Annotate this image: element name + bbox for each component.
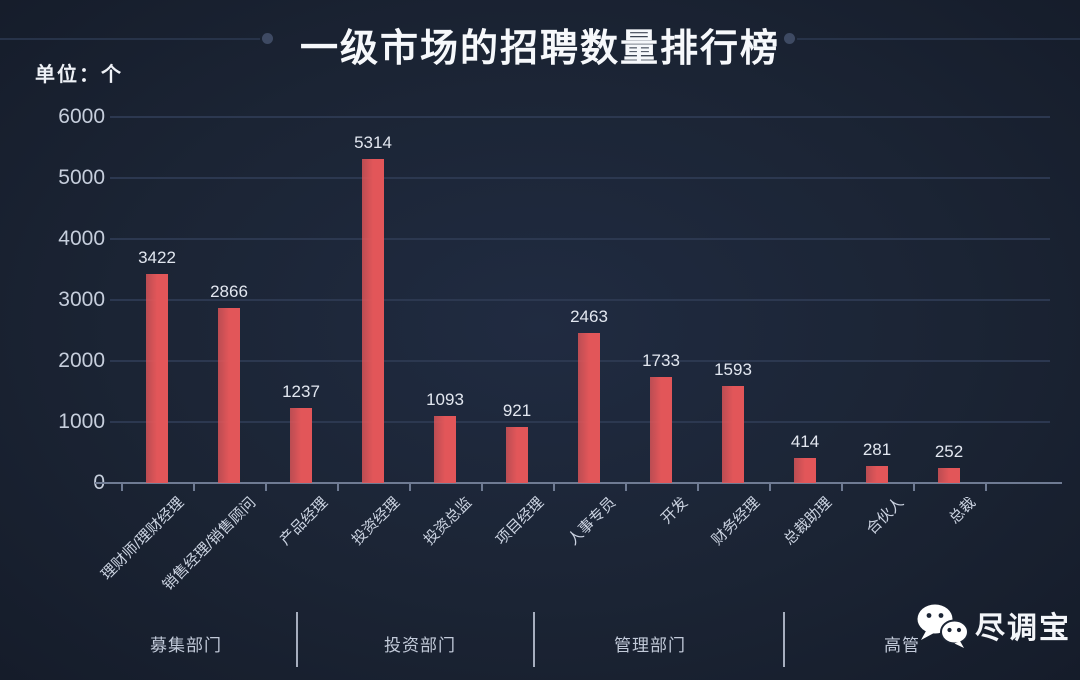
bar bbox=[290, 408, 312, 483]
group-label: 投资部门 bbox=[384, 636, 456, 655]
y-axis-label: 3000 bbox=[58, 288, 105, 311]
gridline bbox=[110, 238, 1050, 240]
bar-value-label: 1593 bbox=[714, 360, 752, 379]
gridline bbox=[110, 116, 1050, 118]
axis-tick bbox=[913, 484, 915, 491]
group-separator bbox=[533, 612, 535, 667]
bar-value-label: 2866 bbox=[210, 282, 248, 301]
bar bbox=[218, 308, 240, 483]
bar-value-label: 281 bbox=[862, 440, 892, 459]
page-title: 一级市场的招聘数量排行榜 bbox=[299, 28, 780, 70]
bar bbox=[434, 416, 456, 483]
group-label: 管理部门 bbox=[614, 636, 686, 655]
title-deco-line-right bbox=[797, 38, 1080, 40]
x-axis-line bbox=[95, 482, 1062, 484]
x-axis-label: 投资经理 bbox=[348, 494, 404, 549]
bar-value-label: 252 bbox=[934, 442, 964, 461]
x-axis-label: 总裁 bbox=[945, 494, 980, 528]
title-deco-line-left bbox=[0, 38, 260, 40]
bar bbox=[938, 468, 960, 483]
bar-value-label: 5314 bbox=[354, 133, 392, 152]
axis-tick bbox=[697, 484, 699, 491]
axis-tick bbox=[121, 484, 123, 491]
bar-value-label: 3422 bbox=[138, 248, 176, 267]
bar-value-label: 414 bbox=[790, 432, 820, 451]
group-separator bbox=[296, 612, 298, 667]
group-label: 高管 bbox=[884, 636, 920, 655]
axis-tick bbox=[985, 484, 987, 491]
axis-tick bbox=[265, 484, 267, 491]
y-axis-label: 5000 bbox=[58, 166, 105, 189]
x-axis-label: 开发 bbox=[657, 494, 692, 528]
bar bbox=[794, 458, 816, 483]
y-axis-label: 2000 bbox=[58, 349, 105, 372]
axis-tick bbox=[769, 484, 771, 491]
bar bbox=[578, 333, 600, 483]
x-axis-label: 产品经理 bbox=[276, 494, 332, 549]
axis-tick bbox=[481, 484, 483, 491]
axis-tick bbox=[193, 484, 195, 491]
gridline bbox=[110, 177, 1050, 179]
y-axis-label: 6000 bbox=[58, 105, 105, 128]
title-deco-dot-left bbox=[262, 33, 273, 44]
x-axis-label: 人事专员 bbox=[564, 494, 620, 549]
bar bbox=[146, 274, 168, 483]
bar-value-label: 921 bbox=[502, 401, 532, 420]
bar-value-label: 1237 bbox=[282, 382, 320, 401]
bar-value-label: 2463 bbox=[570, 307, 608, 326]
x-axis-label: 投资总监 bbox=[420, 494, 476, 549]
axis-tick bbox=[553, 484, 555, 491]
axis-tick bbox=[625, 484, 627, 491]
y-axis-label: 4000 bbox=[58, 227, 105, 250]
wechat-icon bbox=[917, 604, 969, 648]
bar bbox=[506, 427, 528, 483]
axis-tick bbox=[841, 484, 843, 491]
x-axis-label: 合伙人 bbox=[863, 494, 908, 538]
bar-value-label: 1733 bbox=[642, 351, 680, 370]
y-axis-label: 1000 bbox=[58, 410, 105, 433]
bar bbox=[866, 466, 888, 483]
x-axis-label: 总裁助理 bbox=[780, 494, 836, 549]
title-deco-dot-right bbox=[784, 33, 795, 44]
bar bbox=[362, 159, 384, 483]
gridline bbox=[110, 299, 1050, 301]
brand-logo: 尽调宝 bbox=[915, 602, 1071, 648]
group-label: 募集部门 bbox=[150, 636, 222, 655]
axis-tick bbox=[337, 484, 339, 491]
bar bbox=[650, 377, 672, 483]
bar-value-label: 1093 bbox=[426, 390, 464, 409]
group-separator bbox=[783, 612, 785, 667]
bar bbox=[722, 386, 744, 483]
brand-name: 尽调宝 bbox=[975, 612, 1071, 645]
x-axis-label: 财务经理 bbox=[708, 494, 764, 549]
unit-label: 单位：个 bbox=[35, 64, 123, 86]
x-axis-label: 项目经理 bbox=[492, 494, 548, 549]
axis-tick bbox=[409, 484, 411, 491]
